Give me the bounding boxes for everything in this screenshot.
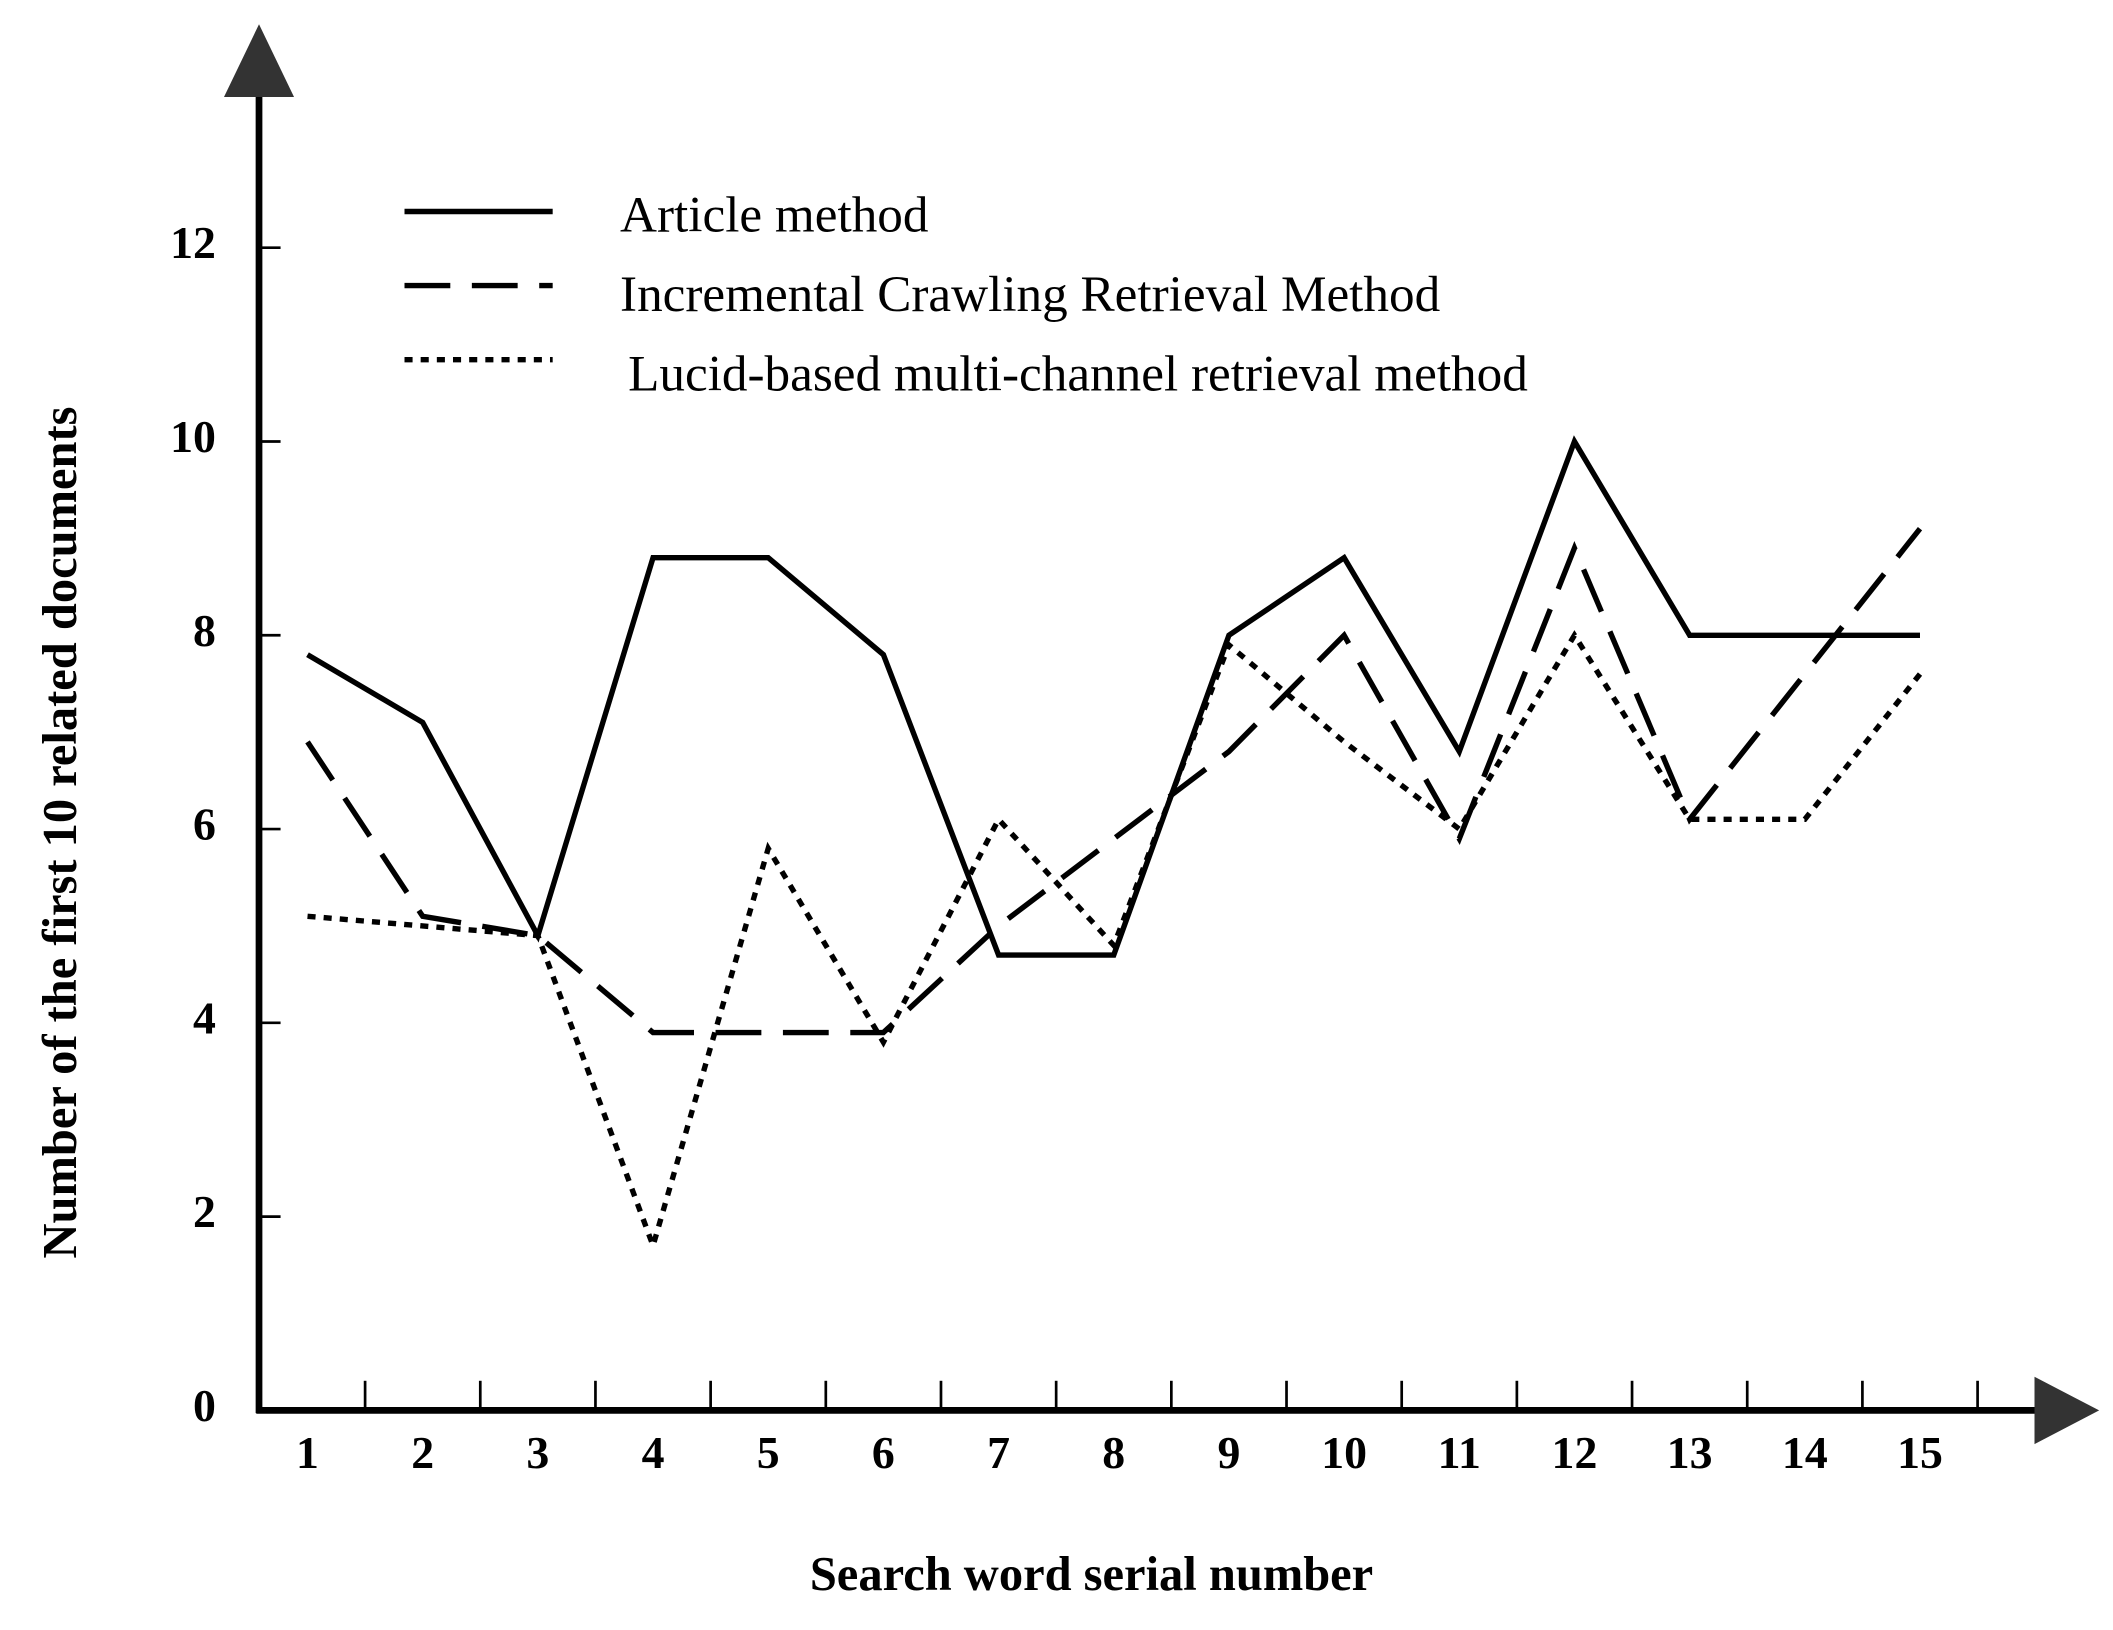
y-tick-label: 4 [193,992,216,1043]
x-tick-label: 11 [1438,1427,1481,1478]
x-tick-label: 9 [1217,1427,1240,1478]
x-tick-label: 13 [1667,1427,1713,1478]
x-tick-label: 12 [1552,1427,1598,1478]
y-tick-label: 0 [193,1380,216,1431]
x-axis-title: Search word serial number [810,1548,1373,1601]
legend-label: Lucid-based multi-channel retrieval meth… [628,345,1528,402]
legend-label: Incremental Crawling Retrieval Method [620,266,1440,323]
x-tick-label: 10 [1321,1427,1367,1478]
legend-label: Article method [620,186,928,243]
x-tick-label: 4 [642,1427,665,1478]
x-tick-label: 6 [872,1427,895,1478]
x-tick-label: 1 [296,1427,319,1478]
x-tick-label: 14 [1782,1427,1828,1478]
x-axis-arrow [2034,1376,2100,1445]
y-tick-label: 10 [170,411,216,462]
x-tick-label: 15 [1897,1427,1943,1478]
y-axis-title: Number of the first 10 related documents [34,407,87,1259]
y-tick-label: 12 [170,217,216,268]
x-tick-label: 2 [411,1427,434,1478]
series-line [307,630,1923,1255]
series-line [306,435,1920,958]
x-tick-label: 7 [987,1427,1010,1478]
y-tick-label: 2 [193,1186,216,1237]
x-tick-label: 5 [757,1427,780,1478]
x-tick-label: 3 [526,1427,549,1478]
series-line [305,526,1923,1036]
y-tick-label: 6 [193,799,216,850]
y-axis-arrow [223,24,295,97]
y-tick-label: 8 [193,605,216,656]
x-tick-label: 8 [1102,1427,1125,1478]
